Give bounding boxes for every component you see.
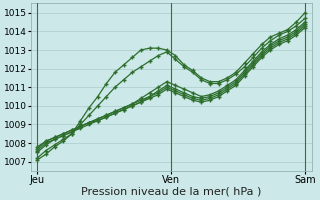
X-axis label: Pression niveau de la mer( hPa ): Pression niveau de la mer( hPa ) (81, 187, 261, 197)
